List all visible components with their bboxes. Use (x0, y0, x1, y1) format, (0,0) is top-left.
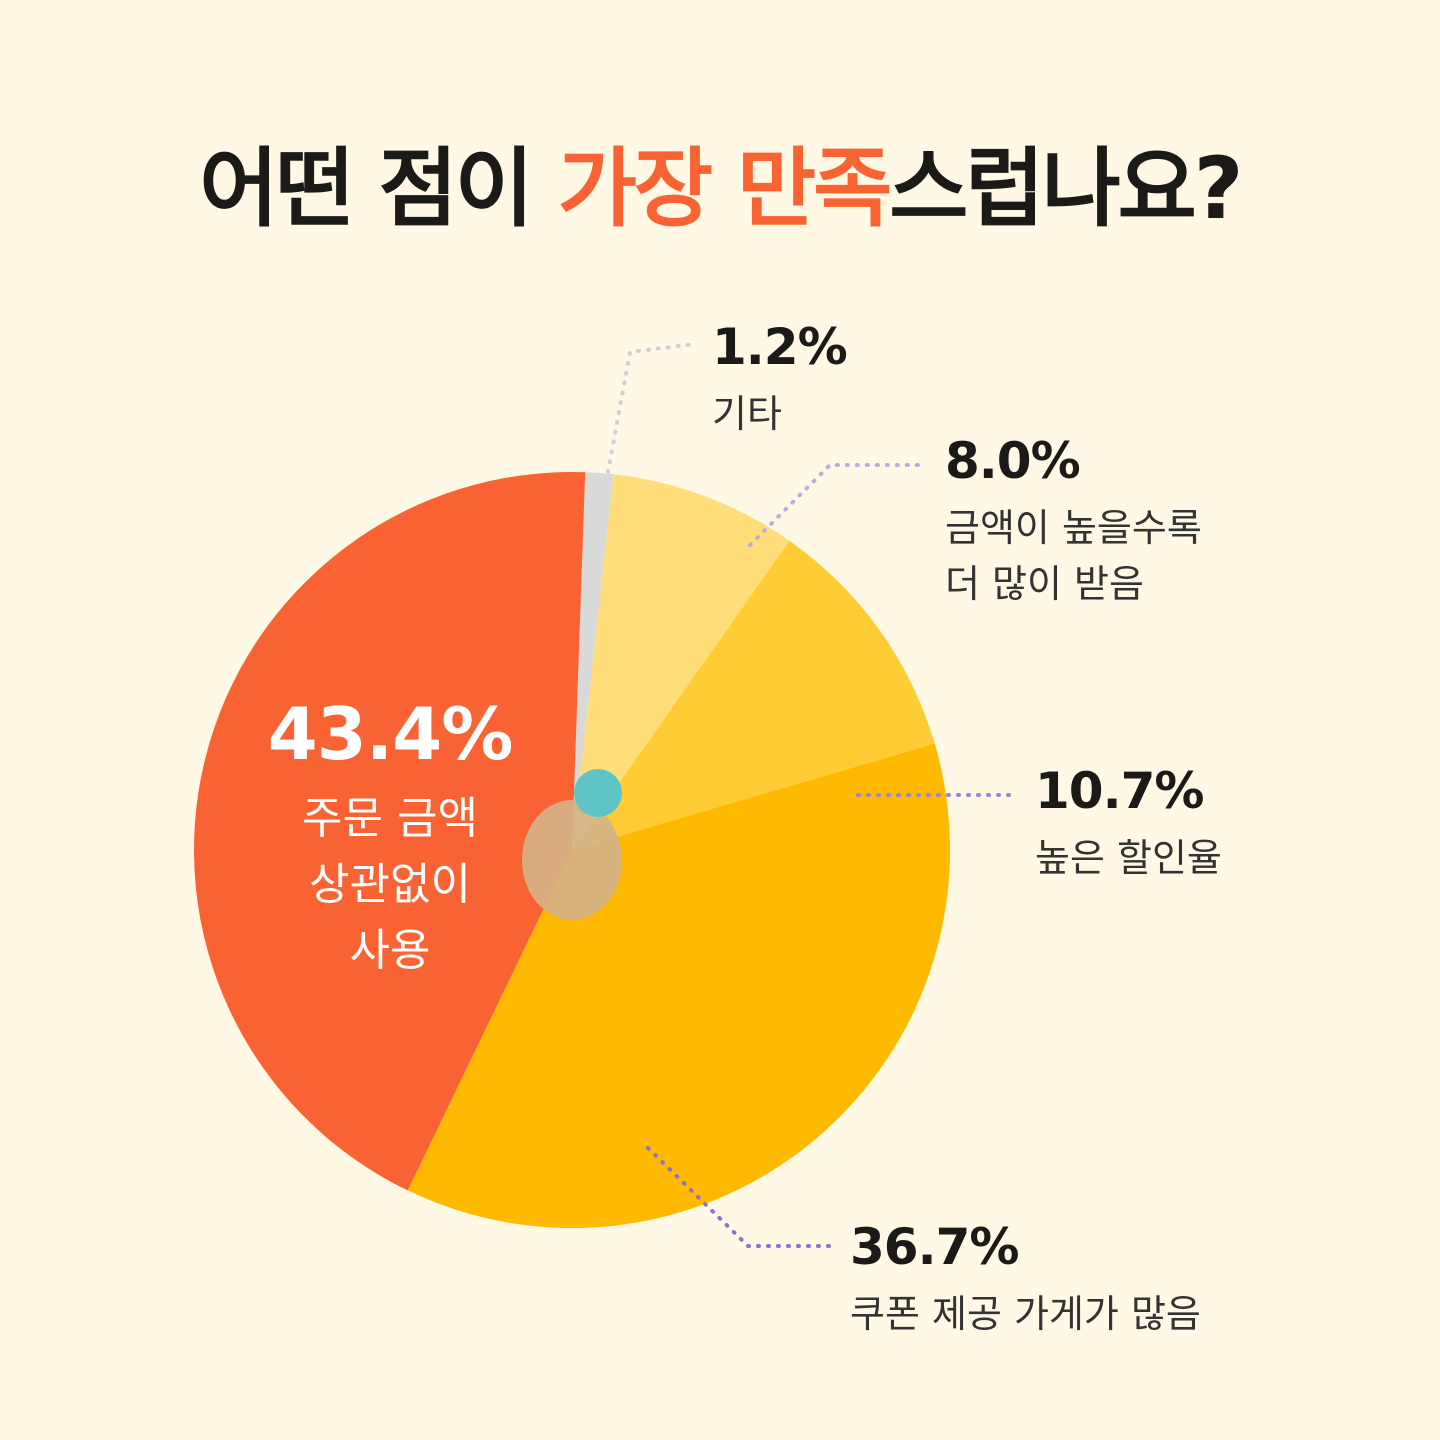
value-label: 8.0% (945, 432, 1081, 490)
value-label: 1.2% (712, 318, 848, 376)
slice-label: 36.7% 쿠폰 제공 가게가 많음 (850, 1218, 1201, 1342)
thumb-icon (522, 769, 622, 920)
leader-line (606, 342, 697, 474)
chart-title: 어떤 점이 가장 만족스럽나요? (0, 118, 1440, 243)
title-part: 스럽나요? (889, 139, 1243, 239)
pie-slice (407, 743, 951, 1228)
title-part: 가장 만족 (557, 139, 892, 239)
value-label: 36.7% (850, 1218, 1019, 1276)
category-label: 기타 (712, 392, 782, 436)
leader-lines (606, 342, 1017, 1248)
slice-label: 1.2% 기타 (712, 318, 848, 442)
category-label: 금액이 높을수록 더 많이 받음 (945, 506, 1202, 606)
category-label: 높은 할인율 (1035, 836, 1222, 880)
pie-slice (572, 540, 935, 850)
slice-label: 8.0% 금액이 높을수록 더 많이 받음 (945, 432, 1202, 612)
pie-slice (572, 474, 790, 850)
pie-slice (572, 472, 614, 850)
pie-slice (193, 471, 586, 1191)
slice-label: 10.7% 높은 할인율 (1035, 762, 1222, 886)
leader-line (646, 1146, 832, 1248)
category-label: 쿠폰 제공 가게가 많음 (850, 1292, 1201, 1336)
value-label: 10.7% (1035, 762, 1204, 820)
category-label: 주문 금액 상관없이 사용 (302, 793, 478, 976)
slice-label: 43.4% 주문 금액 상관없이 사용 (200, 692, 580, 984)
title-part: 어떤 점이 (199, 139, 558, 239)
value-label: 43.4% (267, 692, 514, 776)
